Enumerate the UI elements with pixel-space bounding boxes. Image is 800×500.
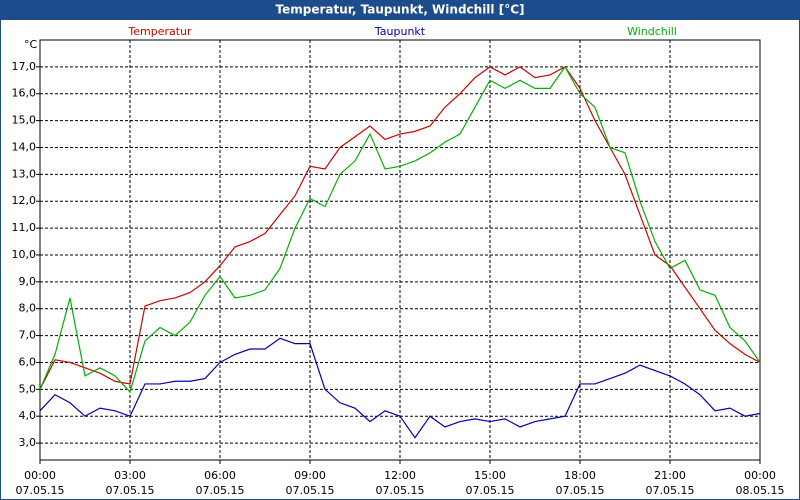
legend-entry: Temperatur xyxy=(127,25,192,38)
grid xyxy=(36,40,761,464)
x-tick-date: 07.05.15 xyxy=(556,484,605,497)
x-tick-label: 00:00 xyxy=(744,469,776,482)
series-line xyxy=(39,66,761,390)
x-tick-date: 07.05.15 xyxy=(196,484,245,497)
y-unit: °C xyxy=(24,38,38,51)
x-tick-date: 07.05.15 xyxy=(286,484,335,497)
y-tick-label: 10,0 xyxy=(12,248,37,261)
y-tick-label: 14,0 xyxy=(12,140,37,153)
x-tick-date: 07.05.15 xyxy=(16,484,65,497)
y-tick-label: 9,0 xyxy=(19,275,37,288)
y-tick-label: 8,0 xyxy=(19,302,37,315)
y-tick-label: 11,0 xyxy=(12,221,37,234)
x-tick-label: 00:00 xyxy=(24,469,56,482)
x-tick-date: 07.05.15 xyxy=(106,484,155,497)
title-bar xyxy=(0,0,800,20)
x-tick-label: 06:00 xyxy=(204,469,236,482)
x-tick-date: 07.05.15 xyxy=(466,484,515,497)
legend-entry: Windchill xyxy=(627,25,677,38)
x-tick-label: 12:00 xyxy=(384,469,416,482)
x-tick-date: 07.05.15 xyxy=(376,484,425,497)
lines xyxy=(39,65,761,439)
x-tick-date: 08.05.15 xyxy=(736,484,785,497)
y-tick-label: 6,0 xyxy=(19,355,37,368)
x-tick-label: 09:00 xyxy=(294,469,326,482)
y-tick-label: 15,0 xyxy=(12,114,37,127)
y-tick-label: 16,0 xyxy=(12,87,37,100)
x-tick-label: 21:00 xyxy=(654,469,686,482)
y-tick-label: 7,0 xyxy=(19,329,37,342)
x-tick-label: 15:00 xyxy=(474,469,506,482)
series-line xyxy=(39,65,761,394)
chart-title: Temperatur, Taupunkt, Windchill [°C] xyxy=(276,3,525,17)
legend-entry: Taupunkt xyxy=(374,25,426,38)
y-tick-label: 17,0 xyxy=(12,60,37,73)
labels: 3,0 4,0 5,0 6,0 7,0 8,0 9,0 10,0 11,0 12,0 13,0 14,… xyxy=(12,25,785,497)
x-tick-date: 07.05.15 xyxy=(646,484,695,497)
y-tick-label: 4,0 xyxy=(19,409,37,422)
y-tick-label: 13,0 xyxy=(12,167,37,180)
y-tick-label: 3,0 xyxy=(19,436,37,449)
x-tick-label: 18:00 xyxy=(564,469,596,482)
y-tick-label: 12,0 xyxy=(12,194,37,207)
y-tick-label: 5,0 xyxy=(19,382,37,395)
x-tick-label: 03:00 xyxy=(114,469,146,482)
series-line xyxy=(39,337,761,439)
